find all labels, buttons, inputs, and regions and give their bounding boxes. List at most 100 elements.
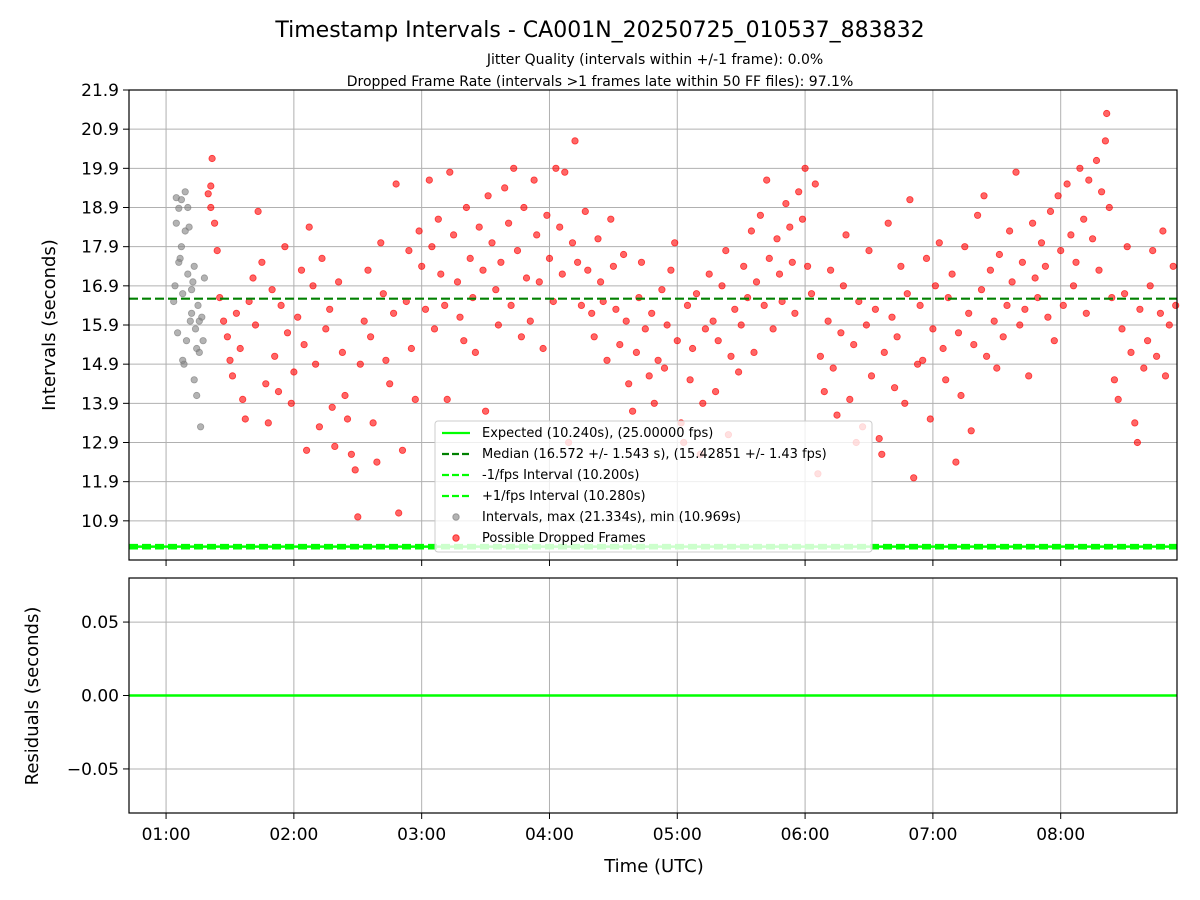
dropped-frame-point [993,364,1001,372]
dropped-frame-point [281,243,289,251]
dropped-frame-point [305,223,313,231]
dropped-frame-point [497,258,505,266]
dropped-frame-point [782,200,790,208]
dropped-frame-point [1063,180,1071,188]
dropped-frame-point [494,321,502,329]
dropped-frame-point [571,137,579,145]
x-tick-label: 02:00 [269,825,318,845]
dropped-frame-point [722,247,730,255]
interval-point [184,270,192,278]
dropped-frame-point [522,274,531,282]
dropped-frame-point [456,313,464,321]
dropped-frame-point [906,196,914,204]
interval-point [195,317,203,325]
x-tick-label: 06:00 [781,825,830,845]
y-tick-label: 17.9 [81,238,119,258]
dropped-frame-point [389,309,398,317]
dropped-frame-point [637,258,646,266]
dropped-frame-point [373,458,381,466]
dropped-frame-point [990,317,998,325]
dropped-frame-point [1146,282,1154,290]
interval-point [189,278,197,286]
dropped-frame-point [428,243,436,251]
dropped-frame-point [763,176,771,184]
dropped-frame-point [893,333,901,341]
dropped-frame-point [577,301,586,309]
dropped-frame-point [1159,227,1167,235]
dropped-frame-point [747,227,756,235]
dropped-frame-point [903,290,911,298]
dropped-frame-point [223,333,231,341]
dropped-frame-point [913,360,922,368]
y-axis-label-residuals: Residuals (seconds) [22,607,43,786]
dropped-frame-point [1005,227,1014,235]
dropped-frame-point [264,419,272,427]
dropped-frame-point [750,348,758,356]
dropped-frame-point [479,266,487,274]
intervals-panel: 10.9 11.9 12.9 13.9 14.9 15.9 16.9 17.9 18.9 19.9… [81,81,1180,566]
dropped-frame-point [415,227,423,235]
dropped-frame-point [875,434,883,443]
dropped-frame-point [220,317,228,325]
interval-point [175,204,183,212]
dropped-frame-point [667,266,675,274]
dropped-frame-point [249,274,257,282]
dropped-frame-point [369,419,377,427]
dropped-frame-point [867,372,876,380]
dropped-frame-point [888,313,896,321]
dropped-frame-point [820,387,828,396]
dropped-frame-point [535,278,543,286]
dropped-frame-point [338,348,346,356]
dropped-frame-point [1076,164,1084,172]
dropped-frame-point [922,254,931,262]
dropped-frame-point [241,415,249,423]
dropped-frame-point [268,286,276,294]
dropped-frame-point [916,301,924,309]
y-tick-label: 18.9 [81,199,119,219]
intervals-plot-frame [128,89,1178,561]
dropped-frame-point [287,399,295,407]
y-tick-label: 10.9 [81,512,119,532]
dropped-frame-point [596,278,605,286]
y-tick-label: 12.9 [81,434,119,454]
dropped-frame-point [581,207,589,215]
legend-label: Intervals, max (21.334s), min (10.969s) [482,510,741,525]
dropped-frame-point [999,333,1007,341]
dropped-frame-point [1008,278,1016,286]
dropped-frame-point [568,239,577,247]
legend-label: Possible Dropped Frames [482,531,646,546]
dropped-frame-point [803,262,812,270]
dropped-frame-point [718,282,726,290]
interval-point [181,227,189,235]
dropped-frame-point [711,387,720,396]
dropped-frame-point [322,325,330,333]
dropped-frame-point [1144,337,1152,345]
dropped-frame-point [386,380,394,388]
dropped-frame-point [619,250,628,259]
dropped-frame-point [430,325,439,333]
dropped-frame-point [1161,372,1170,380]
dropped-frame-point [954,329,963,337]
dropped-frame-point [862,321,871,329]
y-axis-label-intervals: Intervals (seconds) [39,239,60,411]
interval-point [193,391,201,400]
dropped-frame-point [475,223,483,231]
dropped-frame-point [926,415,934,423]
dropped-frame-point [1069,282,1078,290]
dropped-frame-point [1080,215,1088,223]
dropped-frame-point [411,395,419,403]
dropped-frame-point [258,258,266,266]
dropped-frame-point [798,215,807,223]
dropped-frame-point [434,215,442,223]
dropped-frame-point [740,262,748,270]
dropped-frame-point [786,223,794,231]
dropped-frame-point [1092,156,1101,165]
residuals-panel: 0.05 0.00 −0.05 01:00 02:00 03:00 04:00 05:00 06… [67,577,1178,845]
dropped-frame-point [328,403,336,411]
dropped-frame-point [705,270,713,278]
dropped-frame-point [573,258,582,266]
dropped-frame-point [211,219,219,227]
dropped-frame-point [622,317,630,325]
dropped-frame-point [737,321,745,329]
dropped-frame-point [1021,305,1029,313]
